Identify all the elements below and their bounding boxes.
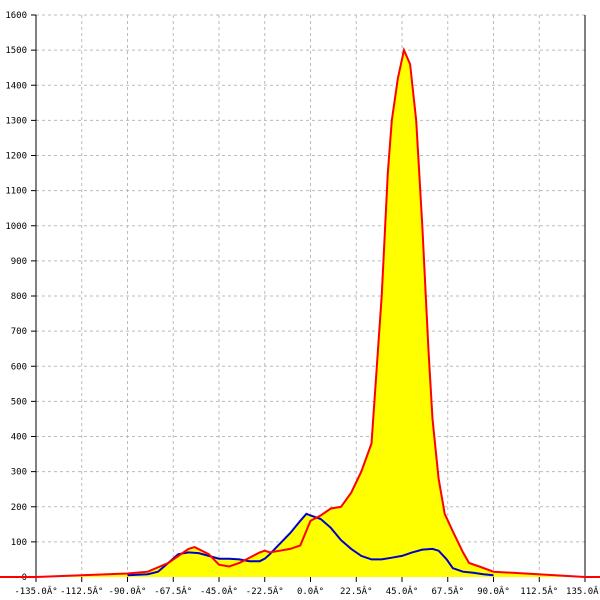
y-tick-label: 200 [11, 503, 27, 513]
y-tick-label: 1400 [5, 81, 27, 91]
y-tick-label: 1000 [5, 222, 27, 232]
x-tick-label: 0.0Â° [297, 585, 324, 597]
y-tick-label: 100 [11, 538, 27, 548]
x-tick-label: 90.0Â° [477, 585, 510, 597]
x-tick-label: -45.0Â° [200, 585, 238, 597]
y-tick-label: 1200 [5, 152, 27, 162]
y-tick-label: 400 [11, 433, 27, 443]
y-tick-label: 600 [11, 362, 27, 372]
y-tick-label: 700 [11, 327, 27, 337]
x-tick-label: 112.5Â° [520, 585, 558, 597]
y-tick-label: 300 [11, 468, 27, 478]
x-tick-label: -135.0Â° [14, 585, 57, 597]
x-tick-label: 67.5Â° [431, 585, 464, 597]
x-tick-label: -90.0Â° [109, 585, 147, 597]
y-tick-label: 500 [11, 397, 27, 407]
y-tick-label: 1300 [5, 116, 27, 126]
series-line-1 [0, 46, 600, 578]
y-tick-label: 900 [11, 257, 27, 267]
x-tick-label: 45.0Â° [386, 585, 419, 597]
x-tick-label: 135.0Â° [566, 585, 600, 597]
series-line-0 [127, 512, 494, 577]
x-tick-label: 22.5Â° [340, 585, 373, 597]
x-tick-label: -112.5Â° [60, 585, 103, 597]
y-tick-label: 1600 [5, 11, 27, 21]
y-tick-label: 1500 [5, 46, 27, 56]
x-tick-label: -22.5Â° [246, 585, 284, 597]
x-tick-label: -67.5Â° [154, 585, 192, 597]
y-tick-label: 1100 [5, 187, 27, 197]
y-tick-label: 800 [11, 292, 27, 302]
